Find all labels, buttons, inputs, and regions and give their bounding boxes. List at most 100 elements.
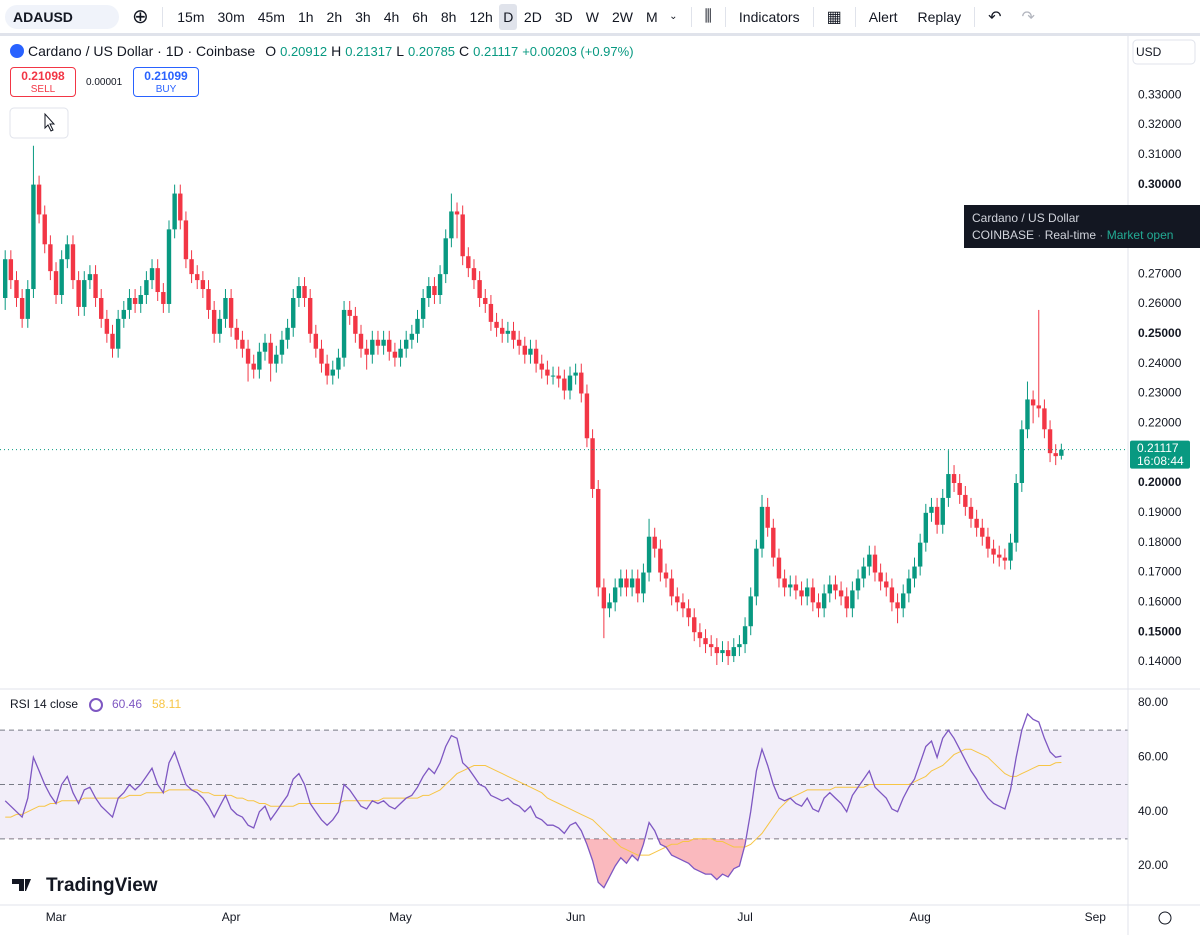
interval-menu[interactable]: ⌄ [669, 11, 678, 22]
rsi-ma-value: 58.11 [152, 697, 181, 711]
currency[interactable]: USD [1136, 45, 1162, 59]
last-price-tag [1130, 440, 1190, 469]
replay-button[interactable]: Replay [917, 8, 962, 25]
candle-body [189, 259, 194, 275]
last-price: 0.21117 [1137, 441, 1179, 455]
interval[interactable]: D [499, 3, 518, 30]
interval[interactable]: 1h [297, 8, 314, 25]
cursor-icon[interactable] [44, 112, 56, 132]
candle-body [804, 587, 810, 597]
candle-body [759, 506, 765, 549]
candle-body [500, 327, 505, 334]
candle-body [1025, 399, 1030, 430]
add-symbol[interactable]: ⊕ [132, 6, 149, 28]
candle-body [65, 244, 70, 260]
y-tick-label: 0.23000 [1138, 386, 1182, 400]
candle-body [274, 354, 279, 364]
candle-body [223, 297, 228, 319]
interval[interactable]: 8h [440, 8, 457, 25]
candle-body [641, 572, 646, 594]
interval[interactable]: M [645, 8, 658, 25]
rsi-icon [89, 698, 103, 712]
y-tick-label: 0.30000 [1138, 177, 1182, 191]
candle-body [25, 289, 30, 319]
candle-body [562, 378, 567, 391]
candle-body [14, 280, 19, 298]
indicators-button[interactable]: Indicators [738, 8, 800, 25]
candle-body [31, 184, 36, 290]
undo[interactable]: ↶ [988, 8, 1002, 26]
interval[interactable]: 3h [355, 8, 371, 25]
candle-body [144, 280, 149, 296]
interval[interactable]: W [585, 8, 599, 25]
candle-body [466, 256, 471, 269]
interval[interactable]: 12h [469, 8, 493, 25]
separator [690, 6, 692, 27]
templates[interactable]: ▦ [826, 8, 842, 26]
candle-body [443, 238, 448, 275]
candle-body [155, 268, 160, 293]
candle-body [618, 578, 624, 588]
candle-body [675, 596, 680, 603]
rsi-title: RSI 14 close [10, 697, 78, 711]
symbol-search[interactable]: ADAUSD [5, 4, 119, 29]
candle-body [692, 617, 697, 633]
candle-body [997, 554, 1002, 558]
interval[interactable]: 6h [412, 8, 428, 25]
candle-body [505, 330, 511, 334]
buy-label[interactable]: BUY [155, 84, 177, 95]
redo[interactable]: ↷ [1021, 8, 1035, 26]
candle-body [579, 372, 584, 394]
buy-button[interactable]: 0.21099 BUY [133, 67, 199, 97]
candle-body [353, 315, 358, 334]
interval[interactable]: 2h [326, 8, 343, 25]
candle-body [889, 587, 895, 603]
interval[interactable]: 15m [177, 8, 205, 25]
alert-button[interactable]: Alert [868, 8, 898, 25]
candle-body [533, 348, 539, 364]
candle-body [1059, 449, 1064, 456]
symbol[interactable]: ADAUSD [13, 8, 73, 25]
candle-body [720, 650, 725, 654]
interval[interactable]: 30m [217, 8, 245, 25]
candle-body [375, 339, 381, 346]
candle-body [516, 339, 522, 346]
candle-body [680, 602, 686, 609]
candle-body [1030, 399, 1036, 406]
candle-body [963, 494, 968, 507]
x-tick-label: Aug [909, 910, 930, 924]
candle-body [861, 566, 866, 579]
candle-body [251, 363, 256, 370]
settings-icon[interactable] [1158, 911, 1172, 925]
chart-type[interactable]: ⫼ [704, 7, 712, 25]
candle-body [511, 330, 516, 340]
interval[interactable]: 2D [523, 8, 542, 25]
candle-body [200, 280, 206, 290]
separator [854, 6, 856, 27]
candle-body [1002, 557, 1008, 561]
sell-button[interactable]: 0.21098 SELL [10, 67, 76, 97]
interval[interactable]: 3D [554, 8, 573, 25]
candle-body [87, 274, 93, 281]
candle-body [330, 369, 335, 376]
currency-button[interactable] [1132, 39, 1196, 65]
candle-body [104, 318, 110, 334]
candle-body [1047, 429, 1053, 454]
sell-label[interactable]: SELL [30, 84, 56, 95]
candle-body [1036, 405, 1041, 409]
candle-body [652, 536, 657, 549]
candle-body [612, 587, 618, 603]
interval[interactable]: 45m [257, 8, 285, 25]
candle-body [488, 303, 494, 322]
candle-body [285, 327, 290, 340]
candle-body [70, 244, 76, 281]
interval[interactable]: 2W [611, 8, 633, 25]
interval[interactable]: 4h [383, 8, 400, 25]
sell-price[interactable]: 0.21098 [21, 69, 65, 83]
candle-body [872, 554, 878, 573]
spread: 0.00001 [86, 77, 123, 88]
candle-body [991, 548, 996, 555]
candle-body [387, 339, 392, 352]
buy-price[interactable]: 0.21099 [144, 69, 188, 83]
candle-body [725, 650, 731, 657]
